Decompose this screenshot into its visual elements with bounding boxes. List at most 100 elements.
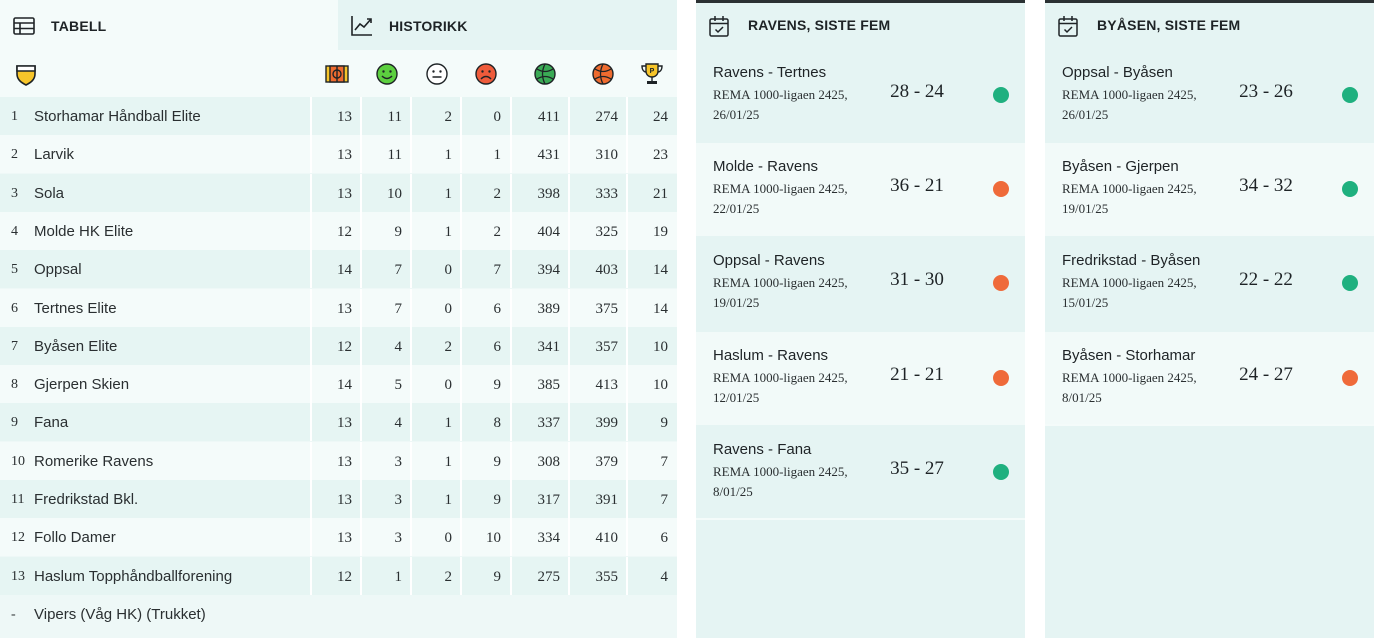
won-cell: 7 [394, 262, 403, 279]
table-row[interactable]: 8 Gjerpen Skien 14 5 0 9 385 413 10 [0, 365, 677, 404]
loss-indicator-dot [993, 181, 1009, 198]
match-card[interactable]: Byåsen - Gjerpen REMA 1000-ligaen 2425, 1… [1045, 143, 1374, 237]
match-card[interactable]: Oppsal - Ravens REMA 1000-ligaen 2425, 19… [696, 237, 1025, 331]
table-row-withdrawn[interactable]: - Vipers (Våg HK) (Trukket) [0, 594, 677, 636]
team-name-cell[interactable]: Gjerpen Skien [34, 376, 130, 394]
team-name-cell[interactable]: Sola [34, 184, 65, 202]
match-league-date: REMA 1000-ligaen 2425, 19/01/25 [1062, 181, 1197, 217]
played-cell: 13 [337, 300, 352, 317]
byasen-last-five-panel: BYÅSEN, SISTE FEM Oppsal - Byåsen REMA 10… [1045, 0, 1374, 638]
position-cell: 12 [11, 530, 25, 546]
table-header: P [0, 50, 677, 97]
ga-cell: 325 [595, 223, 619, 240]
wins-smiley-icon [376, 63, 398, 85]
column-separator [626, 97, 628, 135]
drawn-cell: 1 [444, 415, 453, 432]
team-name-cell[interactable]: Molde HK Elite [34, 222, 134, 240]
team-name-cell[interactable]: Fana [34, 414, 69, 432]
match-score: 22 - 22 [1239, 269, 1293, 291]
tab-history[interactable]: HISTORIKK [338, 0, 677, 50]
lost-cell: 10 [486, 530, 501, 547]
team-name-cell[interactable]: Larvik [34, 146, 75, 164]
lost-cell: 8 [493, 415, 502, 432]
column-separator [310, 441, 312, 480]
column-separator [410, 480, 412, 518]
column-separator [626, 403, 628, 442]
column-separator [360, 135, 362, 174]
column-separator [460, 365, 462, 404]
match-card[interactable]: Fredrikstad - Byåsen REMA 1000-ligaen 242… [1045, 237, 1374, 331]
column-separator [460, 518, 462, 557]
loss-indicator-dot [993, 275, 1009, 292]
column-separator [626, 211, 628, 250]
team-name-cell[interactable]: Fredrikstad Bkl. [34, 491, 139, 508]
column-separator [360, 97, 362, 135]
match-teams: Haslum - Ravens [713, 346, 829, 364]
gf-cell: 389 [537, 300, 561, 317]
won-cell: 1 [394, 568, 403, 585]
match-card[interactable]: Oppsal - Byåsen REMA 1000-ligaen 2425, 26… [1045, 49, 1374, 142]
drawn-cell: 2 [444, 109, 453, 125]
column-separator [310, 135, 312, 174]
table-row[interactable]: 3 Sola 13 10 1 2 398 333 21 [0, 173, 677, 212]
pts-cell: 10 [653, 377, 668, 394]
pts-cell: 7 [660, 453, 669, 470]
table-row[interactable]: 9 Fana 13 4 1 8 337 399 9 [0, 403, 677, 442]
win-indicator-dot [1342, 87, 1358, 103]
column-separator [626, 556, 628, 595]
tab-table[interactable]: TABELL [0, 0, 338, 50]
position-cell: 9 [11, 415, 18, 431]
column-separator [460, 326, 462, 365]
column-separator [510, 518, 512, 557]
calendar-check-icon [709, 16, 729, 37]
position-cell: 7 [11, 338, 18, 354]
team-name-cell[interactable]: Follo Damer [34, 529, 116, 547]
win-indicator-dot [1342, 181, 1358, 198]
table-row[interactable]: 2 Larvik 13 11 1 1 431 310 23 [0, 135, 677, 174]
tab-bar: TABELL HISTORIKK [0, 0, 677, 50]
played-cell: 14 [337, 377, 352, 394]
table-row[interactable]: 13 Haslum Topphåndballforening 12 1 2 9 275 355… [0, 556, 677, 595]
column-separator [568, 97, 570, 135]
standings-panel: TABELL HISTORIKK [0, 0, 677, 638]
lost-cell: 1 [493, 147, 502, 164]
table-row[interactable]: 12 Follo Damer 13 3 0 10 334 410 6 [0, 518, 677, 557]
panel-title: RAVENS, SISTE FEM [748, 17, 891, 33]
team-name-cell[interactable]: Byåsen Elite [34, 337, 118, 355]
column-separator [410, 365, 412, 404]
match-card[interactable]: Byåsen - Storhamar REMA 1000-ligaen 2425,… [1045, 331, 1374, 425]
column-separator [310, 250, 312, 289]
table-row[interactable]: 1 Storhamar Håndball Elite 13 11 2 0 411 274 24 [0, 97, 677, 135]
table-row[interactable]: 4 Molde HK Elite 12 9 1 2 404 325 19 [0, 211, 677, 250]
match-card[interactable]: Haslum - Ravens REMA 1000-ligaen 2425, 12… [696, 331, 1025, 425]
match-card[interactable]: Ravens - Tertnes REMA 1000-ligaen 2425, 2… [696, 49, 1025, 142]
team-name-cell[interactable]: Storhamar Håndball Elite [34, 108, 201, 125]
team-name-cell[interactable]: Romerike Ravens [34, 452, 154, 470]
match-card[interactable]: Ravens - Fana REMA 1000-ligaen 2425, 8/01… [696, 425, 1025, 519]
table-row[interactable]: 10 Romerike Ravens 13 3 1 9 308 379 7 [0, 441, 677, 480]
table-row[interactable]: 11 Fredrikstad Bkl. 13 3 1 9 317 391 7 [0, 480, 677, 518]
table-row[interactable]: 7 Byåsen Elite 12 4 2 6 341 357 10 [0, 326, 677, 365]
team-name-cell[interactable]: Oppsal [34, 261, 82, 279]
position-cell: 13 [11, 568, 25, 584]
team-name-cell[interactable]: Haslum Topphåndballforening [34, 567, 233, 585]
column-separator [360, 441, 362, 480]
table-row[interactable]: 5 Oppsal 14 7 0 7 394 403 14 [0, 250, 677, 289]
chart-line-icon [351, 16, 372, 36]
team-name-cell[interactable]: Tertnes Elite [34, 299, 117, 317]
team-name-cell[interactable]: Vipers (Våg HK) (Trukket) [34, 605, 206, 623]
column-separator [410, 97, 412, 135]
column-separator [460, 556, 462, 595]
match-teams: Byåsen - Gjerpen [1062, 158, 1179, 176]
match-card[interactable]: Molde - Ravens REMA 1000-ligaen 2425, 22/… [696, 143, 1025, 237]
lost-cell: 2 [493, 185, 502, 202]
column-separator [360, 173, 362, 212]
column-separator [410, 135, 412, 174]
column-separator [510, 211, 512, 250]
column-separator [460, 211, 462, 250]
match-score: 35 - 27 [890, 457, 944, 479]
column-separator [626, 441, 628, 480]
column-separator [568, 326, 570, 365]
won-cell: 9 [394, 223, 403, 240]
table-row[interactable]: 6 Tertnes Elite 13 7 0 6 389 375 14 [0, 288, 677, 327]
